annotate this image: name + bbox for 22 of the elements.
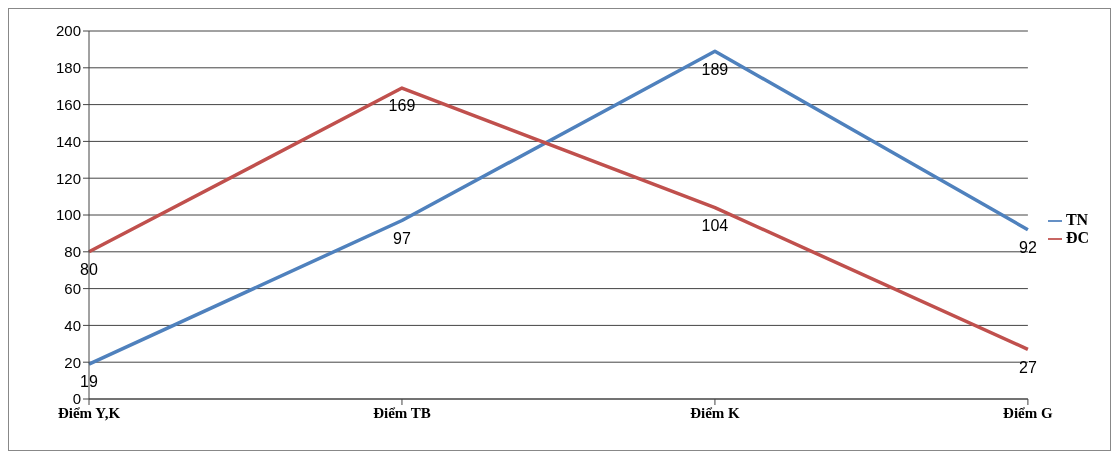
legend-label: TN <box>1065 211 1089 228</box>
data-label: 189 <box>701 60 729 78</box>
legend-label: ĐC <box>1065 229 1089 246</box>
y-tick-label: 60 <box>64 279 81 297</box>
y-tick-label: 160 <box>55 95 81 113</box>
y-tick-label: 100 <box>55 206 81 224</box>
y-tick-label: 40 <box>64 316 81 334</box>
data-label: 27 <box>1018 358 1037 376</box>
data-label: 19 <box>80 373 98 391</box>
data-label: 97 <box>393 229 411 247</box>
y-tick-label: 20 <box>64 353 81 371</box>
y-tick-label: 180 <box>55 59 81 77</box>
x-tick-label: Điểm TB <box>373 404 431 421</box>
y-tick-label: 200 <box>55 22 81 40</box>
data-label: 92 <box>1018 239 1037 257</box>
y-tick-label: 140 <box>55 132 81 150</box>
x-tick-label: Điểm K <box>690 404 741 421</box>
y-tick-label: 80 <box>64 243 81 261</box>
x-tick-label: Điểm G <box>1003 404 1053 421</box>
data-label: 104 <box>701 217 729 234</box>
y-tick-label: 120 <box>55 169 81 187</box>
data-label: 80 <box>80 261 98 279</box>
